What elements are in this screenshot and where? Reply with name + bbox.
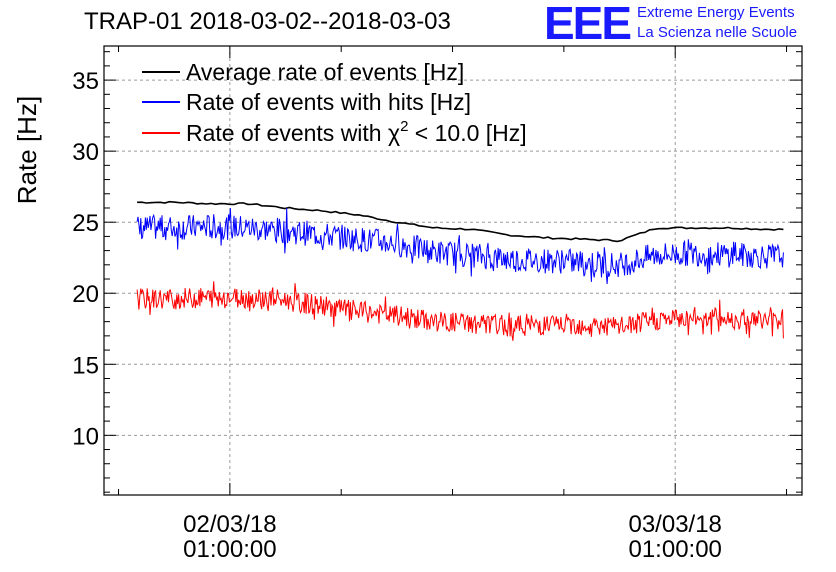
series-line-1	[136, 207, 784, 285]
legend-label: Rate of events with χ2 < 10.0 [Hz]	[186, 118, 527, 146]
y-tick-label: 35	[72, 68, 99, 95]
y-tick-label: 10	[72, 423, 99, 450]
y-tick-label: 20	[72, 281, 99, 308]
x-tick-time-label: 01:00:00	[183, 536, 276, 563]
y-axis-label: Rate [Hz]	[12, 96, 42, 204]
y-tick-label: 15	[72, 352, 99, 379]
legend-label: Rate of events with hits [Hz]	[186, 89, 471, 115]
org-subtitle-line: La Scienza nelle Scuole	[637, 24, 798, 41]
legend-label: Average rate of events [Hz]	[186, 59, 464, 85]
x-tick-date-label: 03/03/18	[628, 511, 721, 538]
series-line-0	[137, 200, 784, 243]
y-tick-label: 25	[72, 210, 99, 237]
eee-logo: EEE	[544, 0, 632, 49]
x-tick-date-label: 02/03/18	[183, 511, 276, 538]
plot-frame	[103, 45, 803, 496]
chart-title: TRAP-01 2018-03-02--2018-03-03	[84, 8, 451, 35]
x-tick-time-label: 01:00:00	[628, 536, 721, 563]
org-name-line: Extreme Energy Events	[637, 4, 795, 21]
series-line-2	[136, 281, 784, 341]
y-tick-label: 30	[72, 139, 99, 166]
